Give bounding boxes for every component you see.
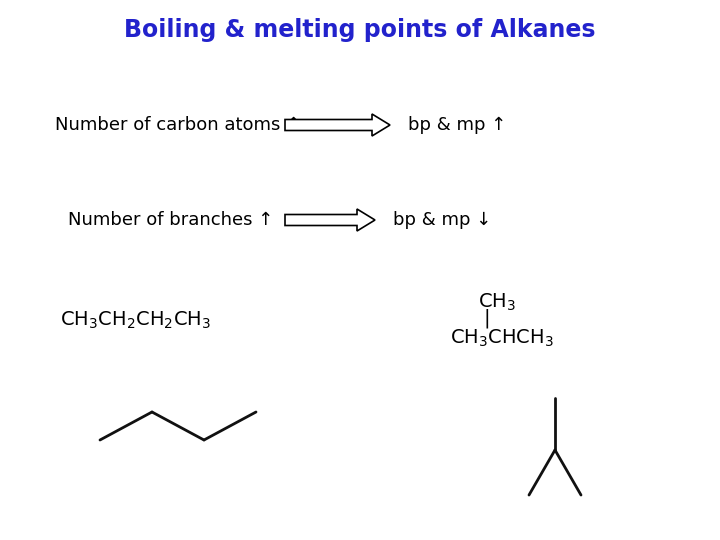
Text: Number of branches ↑: Number of branches ↑ xyxy=(68,211,274,229)
Text: bp & mp ↑: bp & mp ↑ xyxy=(408,116,506,134)
Text: Number of carbon atoms ↑: Number of carbon atoms ↑ xyxy=(55,116,301,134)
Polygon shape xyxy=(285,209,375,231)
Text: CH$_3$CHCH$_3$: CH$_3$CHCH$_3$ xyxy=(450,327,554,349)
Text: bp & mp ↓: bp & mp ↓ xyxy=(393,211,491,229)
Text: |: | xyxy=(484,308,490,328)
Text: CH$_3$: CH$_3$ xyxy=(478,292,516,313)
Text: CH$_3$CH$_2$CH$_2$CH$_3$: CH$_3$CH$_2$CH$_2$CH$_3$ xyxy=(60,309,211,330)
Text: Boiling & melting points of Alkanes: Boiling & melting points of Alkanes xyxy=(125,18,595,42)
Polygon shape xyxy=(285,114,390,136)
